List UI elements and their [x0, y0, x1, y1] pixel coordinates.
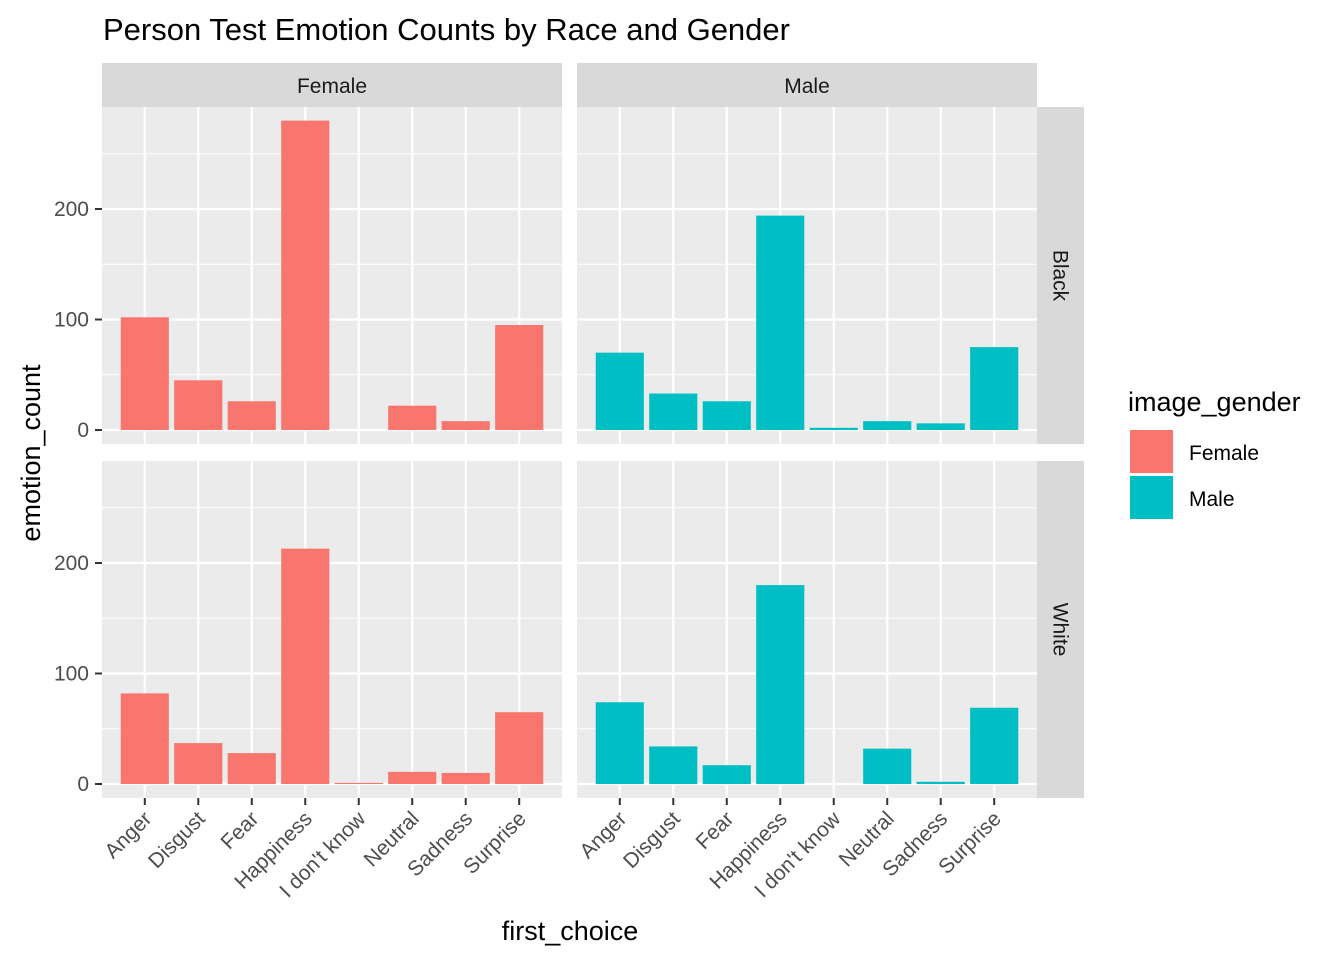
bar-male-black-happiness	[756, 215, 805, 430]
y-tick-label: 200	[54, 552, 89, 575]
bar-male-white-neutral	[863, 748, 912, 784]
bar-female-white-neutral	[388, 771, 437, 784]
x-axis-title: first_choice	[502, 916, 639, 946]
bar-male-black-disgust	[649, 393, 698, 430]
panel-background	[577, 461, 1037, 798]
legend-label-female: Female	[1189, 442, 1259, 465]
panel-male-white	[577, 461, 1037, 798]
strip-label-black: Black	[1049, 250, 1072, 302]
bar-male-white-sadness	[916, 781, 965, 784]
panel-female-black	[102, 107, 562, 444]
bar-male-white-disgust	[649, 746, 698, 784]
panel-background	[577, 107, 1037, 444]
y-tick-label: 0	[77, 419, 89, 442]
bar-male-white-happiness	[756, 585, 805, 784]
bar-female-white-anger	[120, 693, 169, 784]
legend-title: image_gender	[1128, 387, 1301, 417]
bar-female-black-fear	[227, 401, 276, 430]
bar-female-black-disgust	[174, 380, 223, 430]
bar-male-black-neutral	[863, 421, 912, 430]
bar-male-black-fear	[702, 401, 751, 430]
y-tick-label: 100	[54, 663, 89, 686]
panel-female-white	[102, 461, 562, 798]
x-tick-label-disgust: Disgust	[619, 807, 685, 873]
strip-white-background	[1037, 461, 1084, 798]
x-tick-label-fear: Fear	[692, 807, 739, 854]
legend-label-male: Male	[1189, 488, 1235, 511]
bar-female-black-neutral	[388, 405, 437, 430]
bar-male-white-surprise	[970, 707, 1019, 784]
panel-background	[102, 461, 562, 798]
bar-male-black-surprise	[970, 347, 1019, 430]
legend-key-male	[1130, 476, 1173, 519]
bar-female-black-sadness	[441, 421, 490, 430]
bar-female-white-i-don-t-know	[334, 782, 383, 784]
chart-title: Person Test Emotion Counts by Race and G…	[103, 12, 790, 47]
bar-female-white-disgust	[174, 743, 223, 784]
bar-female-black-anger	[120, 317, 169, 430]
bar-female-black-surprise	[495, 325, 544, 430]
bar-male-black-anger	[595, 352, 644, 430]
strips-layer: Female Male Black White	[102, 63, 1084, 798]
y-tick-label: 0	[77, 773, 89, 796]
bar-male-black-sadness	[916, 423, 965, 430]
strip-male-background	[577, 63, 1037, 107]
legend: image_gender Female Male	[1128, 387, 1301, 519]
bar-male-white-fear	[702, 765, 751, 784]
strip-label-female: Female	[297, 75, 367, 98]
y-tick-label: 200	[54, 198, 89, 221]
y-tick-label: 100	[54, 309, 89, 332]
bar-female-white-happiness	[281, 548, 330, 784]
bar-female-white-surprise	[495, 712, 544, 784]
bar-female-white-fear	[227, 753, 276, 784]
strip-label-white: White	[1049, 603, 1072, 657]
bar-male-black-i-don-t-know	[809, 427, 858, 430]
legend-key-female	[1130, 430, 1173, 473]
bar-female-white-sadness	[441, 772, 490, 784]
bar-male-white-anger	[595, 702, 644, 784]
y-axis-title: emotion_count	[16, 364, 46, 542]
panel-male-black	[577, 107, 1037, 444]
panels-layer	[102, 107, 1037, 798]
bar-female-black-happiness	[281, 120, 330, 430]
strip-female-background	[102, 63, 562, 107]
panel-background	[102, 107, 562, 444]
x-tick-label-fear: Fear	[217, 807, 264, 854]
strip-label-male: Male	[784, 75, 830, 98]
strip-black-background	[1037, 107, 1084, 444]
x-tick-label-disgust: Disgust	[144, 807, 210, 873]
